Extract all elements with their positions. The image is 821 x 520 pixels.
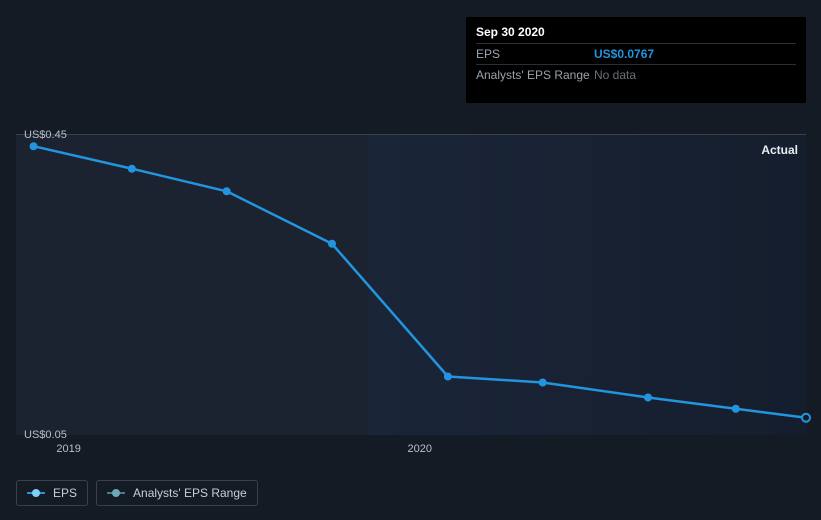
tooltip-date: Sep 30 2020 [476, 23, 796, 41]
tooltip-row: Analysts' EPS RangeNo data [476, 64, 796, 85]
eps-point[interactable] [644, 394, 652, 402]
eps-point[interactable] [539, 379, 547, 387]
legend-item[interactable]: Analysts' EPS Range [96, 480, 258, 506]
chart-root: Sep 30 2020 EPSUS$0.0767Analysts' EPS Ra… [0, 0, 821, 520]
tooltip: Sep 30 2020 EPSUS$0.0767Analysts' EPS Ra… [466, 17, 806, 103]
tooltip-row-label: Analysts' EPS Range [476, 66, 594, 84]
eps-point[interactable] [444, 373, 452, 381]
legend-item-label: EPS [53, 486, 77, 500]
eps-point[interactable] [732, 405, 740, 413]
tooltip-row-value: No data [594, 66, 636, 84]
eps-line [34, 146, 806, 418]
legend-swatch-icon [107, 489, 125, 497]
eps-point[interactable] [802, 414, 810, 422]
legend: EPS Analysts' EPS Range [16, 480, 258, 506]
legend-item[interactable]: EPS [16, 480, 88, 506]
eps-point[interactable] [128, 165, 136, 173]
tooltip-row-value: US$0.0767 [594, 45, 654, 63]
x-axis-tick: 2020 [408, 443, 432, 455]
eps-point[interactable] [223, 187, 231, 195]
eps-point[interactable] [328, 240, 336, 248]
eps-point[interactable] [30, 142, 38, 150]
chart-plot[interactable]: US$0.45US$0.05 20192020 Actual [16, 134, 806, 434]
line-series-svg [16, 135, 806, 435]
x-axis-tick: 2019 [56, 443, 80, 455]
legend-item-label: Analysts' EPS Range [133, 486, 247, 500]
tooltip-row: EPSUS$0.0767 [476, 43, 796, 64]
legend-swatch-icon [27, 489, 45, 497]
tooltip-row-label: EPS [476, 45, 594, 63]
